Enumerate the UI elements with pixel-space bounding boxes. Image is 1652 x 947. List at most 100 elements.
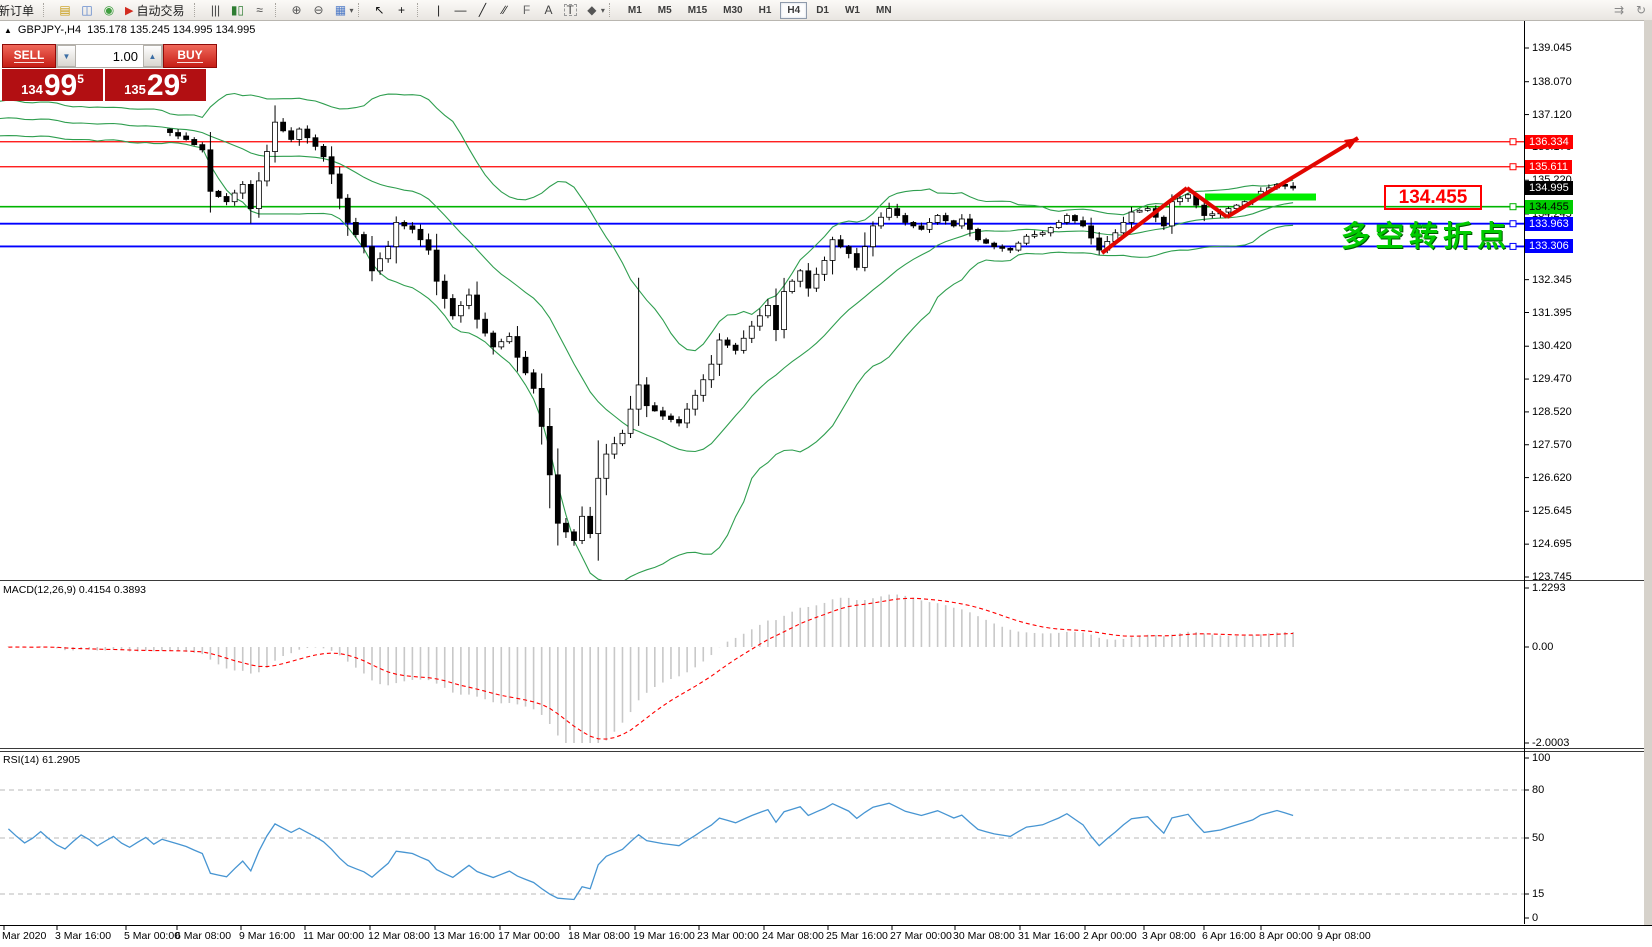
candlestick-chart-icon[interactable]: ▮▯ xyxy=(230,3,245,17)
line-handle xyxy=(1509,220,1517,228)
timeframe-h4-button[interactable]: H4 xyxy=(780,1,808,19)
market-watch-icon[interactable]: ▤ xyxy=(59,3,71,17)
buy-button[interactable]: BUY xyxy=(163,44,217,68)
time-axis-label: 9 Mar 16:00 xyxy=(239,930,296,942)
trendline-icon[interactable]: ╱ xyxy=(478,3,487,17)
toolbar-separator xyxy=(416,3,425,17)
time-axis-label: 11 Mar 00:00 xyxy=(303,930,365,942)
data-window-icon[interactable]: ◫ xyxy=(81,3,93,17)
timeframe-m5-button[interactable]: M5 xyxy=(657,4,672,16)
zoom-in-icon[interactable]: ⊕ xyxy=(291,3,302,17)
price-tick-label: 138.070 xyxy=(1532,75,1572,88)
rsi-scale-label: 15 xyxy=(1532,888,1545,900)
buy-price[interactable]: 135 29 5 xyxy=(105,69,206,101)
symbol-ohlc-line: ▲ GBPJPY-,H4 135.178 135.245 134.995 134… xyxy=(4,24,255,36)
sell-price[interactable]: 134 99 5 xyxy=(2,69,103,101)
timeframe-m30-button[interactable]: M30 xyxy=(723,4,743,16)
price-line-badge: 133.963 xyxy=(1525,216,1573,231)
pane-separator[interactable] xyxy=(0,748,1652,752)
dropdown-caret-icon[interactable]: ▾ xyxy=(349,5,354,15)
macd-histogram xyxy=(7,594,1294,743)
time-axis[interactable]: Mar 2020 3 Mar 16:00 5 Mar 00:00 6 Mar 08:0… xyxy=(0,925,1652,947)
crosshair-icon[interactable]: + xyxy=(398,3,406,17)
rsi-scale-label: 80 xyxy=(1532,784,1545,796)
time-axis-label: 13 Mar 16:00 xyxy=(433,930,495,942)
volume-up-button[interactable]: ▲ xyxy=(143,45,162,67)
autotrading-button[interactable]: ▶ 自动交易 xyxy=(125,3,185,18)
price-tick-label: 137.120 xyxy=(1532,108,1572,121)
rsi-scale-label: 100 xyxy=(1532,752,1551,764)
rsi-pane[interactable] xyxy=(0,752,1652,924)
price-tick-label: 131.395 xyxy=(1532,306,1572,319)
buy-price-handle: 135 xyxy=(124,82,146,97)
new-order-button[interactable]: 新订单 xyxy=(0,3,35,18)
tile-windows-icon[interactable]: ▦ xyxy=(334,3,347,17)
autotrading-icon: ▶ xyxy=(125,4,134,17)
bar-chart-icon[interactable]: ||| xyxy=(210,3,221,17)
horizontal-line-icon[interactable]: — xyxy=(454,3,467,17)
vertical-line-icon[interactable]: | xyxy=(436,3,441,17)
equidistant-channel-icon[interactable]: ∕∕ xyxy=(502,3,507,17)
timeframe-m1-button[interactable]: M1 xyxy=(627,4,642,16)
price-line-badge: 133.306 xyxy=(1525,239,1573,254)
symbol-name: GBPJPY-,H4 xyxy=(17,24,82,36)
navigator-icon[interactable]: ◉ xyxy=(103,3,115,17)
toolbar-separator xyxy=(608,3,617,17)
turning-point-annotation: 多空转折点 xyxy=(1341,221,1512,253)
price-tick-label: 125.645 xyxy=(1532,505,1572,518)
sell-price-handle: 134 xyxy=(21,82,43,97)
time-axis-label: Mar 2020 xyxy=(2,930,47,942)
time-axis-label: 19 Mar 16:00 xyxy=(633,930,695,942)
ohlc-values: 135.178 135.245 134.995 134.995 xyxy=(87,24,256,36)
time-axis-label: 6 Mar 08:00 xyxy=(175,930,232,942)
sell-button[interactable]: SELL xyxy=(2,44,56,68)
price-tick-label: 128.520 xyxy=(1532,405,1572,418)
time-axis-label: 3 Mar 16:00 xyxy=(55,930,112,942)
fibonacci-icon[interactable]: F xyxy=(522,3,531,17)
time-axis-label: 23 Mar 00:00 xyxy=(697,930,759,942)
toolbar-separator xyxy=(274,3,283,17)
toolbar: 新订单 ▤ ◫ ◉ ▶ 自动交易 ||| ▮▯ ≈ ⊕ ⊖ ▦ ▾ ↖ + | — ╱ ∕∕ F A T ◆ ▾ M1 M5 M15… xyxy=(0,0,1652,21)
time-axis-label: 30 Mar 08:00 xyxy=(953,930,1015,942)
toolbar-separator xyxy=(357,3,366,17)
price-annotation-label: 134.455 xyxy=(1384,185,1482,210)
time-axis-label: 3 Apr 08:00 xyxy=(1142,930,1196,942)
price-line-badge: 134.995 xyxy=(1525,181,1573,196)
line-chart-icon[interactable]: ≈ xyxy=(256,3,263,17)
rsi-scale-label: 0 xyxy=(1532,912,1539,924)
timeframe-w1-button[interactable]: W1 xyxy=(844,4,860,16)
dropdown-caret-icon[interactable]: ▾ xyxy=(600,5,605,15)
trend-arrow xyxy=(1100,136,1360,255)
price-tick-label: 124.695 xyxy=(1532,538,1572,551)
macd-scale-label: -2.0003 xyxy=(1532,737,1570,749)
time-axis-label: 17 Mar 00:00 xyxy=(498,930,560,942)
shapes-icon[interactable]: ◆ xyxy=(587,3,597,17)
text-label-icon[interactable]: T xyxy=(563,4,577,16)
time-axis-label: 6 Apr 16:00 xyxy=(1202,930,1256,942)
candles xyxy=(167,105,1297,561)
timeframe-mn-button[interactable]: MN xyxy=(875,4,892,16)
buy-price-pips: 29 xyxy=(146,69,181,102)
volume-down-button[interactable]: ▼ xyxy=(57,45,76,67)
zoom-out-icon[interactable]: ⊖ xyxy=(313,3,324,17)
macd-label: MACD(12,26,9) 0.4154 0.3893 xyxy=(3,584,147,596)
timeframe-h1-button[interactable]: H1 xyxy=(758,4,772,16)
timeframe-d1-button[interactable]: D1 xyxy=(816,4,829,16)
chart-shift-icon[interactable]: ⇉ xyxy=(1613,3,1625,17)
text-icon[interactable]: A xyxy=(544,3,553,17)
time-axis-label: 8 Apr 00:00 xyxy=(1259,930,1313,942)
one-click-trading-panel: SELL ▼ ▲ BUY 134 99 5 135 29 5 xyxy=(2,44,217,101)
panel-collapse-icon[interactable]: ▲ xyxy=(4,25,12,35)
auto-scroll-icon[interactable]: ↻ xyxy=(1635,3,1647,17)
time-axis-label: 25 Mar 16:00 xyxy=(826,930,888,942)
rsi-label: RSI(14) 61.2905 xyxy=(3,754,81,766)
macd-scale-label: 0.00 xyxy=(1532,640,1554,653)
cursor-icon[interactable]: ↖ xyxy=(374,3,385,17)
price-tick-label: 123.745 xyxy=(1532,571,1572,583)
volume-input[interactable] xyxy=(76,45,143,67)
line-handle xyxy=(1509,242,1517,250)
line-handle xyxy=(1509,138,1517,146)
timeframe-m15-button[interactable]: M15 xyxy=(687,4,708,16)
